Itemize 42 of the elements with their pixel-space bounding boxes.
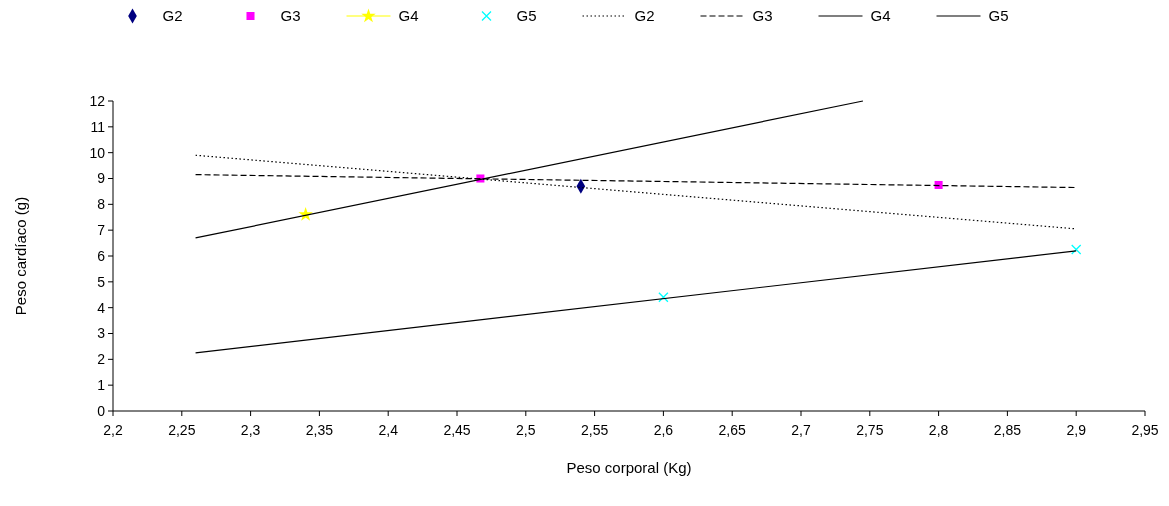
y-tick-label: 3 — [97, 325, 106, 342]
x-tick-label: 2,5 — [516, 422, 536, 438]
x-tick-label: 2,55 — [580, 422, 609, 438]
y-tick-label: 2 — [97, 351, 106, 368]
x-tick-label: 2,75 — [856, 422, 884, 438]
x-tick-label: 2,85 — [993, 422, 1022, 438]
x-tick-label: 2,95 — [1131, 422, 1159, 438]
legend-label: G4 — [398, 7, 419, 25]
x-tick-label: 2,4 — [378, 422, 399, 438]
point — [658, 292, 669, 303]
y-tick-label: 5 — [97, 273, 106, 290]
legend-label: G2 — [634, 7, 655, 25]
point — [934, 180, 943, 189]
x-tick-label: 2,3 — [240, 422, 261, 438]
legend-label: G3 — [280, 7, 301, 25]
x-tick-label: 2,25 — [168, 422, 196, 438]
x-tick-label: 2,7 — [791, 422, 811, 438]
x-axis-title: Peso corporal (Kg) — [566, 459, 692, 476]
x-tick-label: 2,9 — [1066, 422, 1087, 438]
legend-label: G5 — [516, 7, 537, 25]
legend-label: G5 — [988, 7, 1009, 25]
y-tick-label: 4 — [97, 299, 106, 316]
legend-label: G3 — [752, 7, 773, 25]
point — [1071, 244, 1082, 255]
legend-label: G4 — [870, 7, 891, 25]
y-tick-label: 12 — [89, 92, 106, 109]
x-tick-label: 2,65 — [718, 422, 747, 438]
y-axis-title: Peso cardíaco (g) — [12, 196, 29, 316]
y-tick-label: 7 — [97, 222, 106, 239]
y-tick-label: 10 — [89, 144, 106, 161]
y-tick-label: 6 — [97, 247, 106, 264]
x-tick-label: 2,45 — [443, 422, 471, 438]
y-tick-label: 8 — [97, 196, 106, 213]
x-tick-label: 2,2 — [103, 422, 123, 438]
x-tick-label: 2,6 — [653, 422, 674, 438]
x-tick-label: 2,35 — [305, 422, 334, 438]
y-tick-label: 0 — [97, 402, 106, 419]
y-tick-label: 1 — [97, 377, 106, 394]
x-tick-label: 2,8 — [928, 422, 949, 438]
y-tick-label: 11 — [90, 118, 106, 135]
legend-label: G2 — [162, 7, 183, 25]
y-tick-label: 9 — [97, 170, 106, 187]
